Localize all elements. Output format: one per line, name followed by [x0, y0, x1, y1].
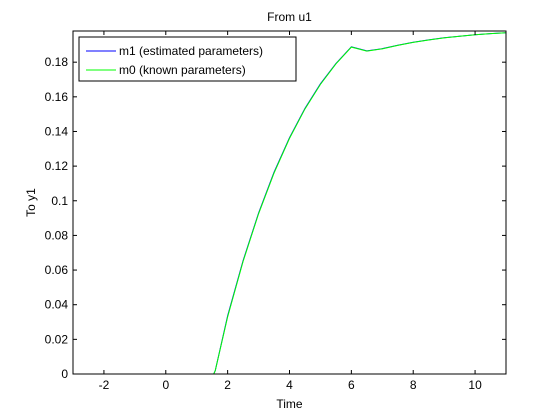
x-tick-label: -2: [99, 378, 110, 392]
x-tick-label: 8: [410, 378, 417, 392]
y-axis-label: To y1: [24, 188, 38, 217]
x-tick-label: 4: [286, 378, 293, 392]
legend-label-m1: m1 (estimated parameters): [119, 44, 263, 58]
legend[interactable]: m1 (estimated parameters) m0 (known para…: [78, 36, 297, 82]
y-tick-label: 0.16: [45, 90, 69, 104]
x-tick-label: 0: [162, 378, 169, 392]
y-tick-label: 0.04: [45, 298, 69, 312]
y-tick-label: 0.14: [45, 124, 69, 138]
y-tick-label: 0.12: [45, 159, 69, 173]
plot-area: [73, 31, 506, 374]
y-tick-label: 0.1: [51, 194, 68, 208]
x-tick-label: 2: [224, 378, 231, 392]
legend-box: [78, 36, 297, 82]
legend-label-m0: m0 (known parameters): [119, 63, 246, 77]
x-axis-label: Time: [276, 397, 303, 411]
ticks-layer: -2 0 2 4 6 8 10 0 0.02 0.04 0.06 0.08 0.1 0.12 0.14 0.1…: [45, 31, 506, 392]
chart-title: From u1: [267, 10, 312, 24]
y-tick-label: 0.08: [45, 228, 69, 242]
series-line-m0: [73, 32, 507, 375]
series-layer: [73, 32, 507, 375]
y-tick-label: 0.18: [45, 55, 69, 69]
y-tick-label: 0: [61, 367, 68, 381]
y-tick-label: 0.02: [45, 332, 69, 346]
x-tick-label: 10: [468, 378, 482, 392]
x-tick-label: 6: [348, 378, 355, 392]
axes-box: [72, 30, 507, 375]
y-tick-label: 0.06: [45, 263, 69, 277]
